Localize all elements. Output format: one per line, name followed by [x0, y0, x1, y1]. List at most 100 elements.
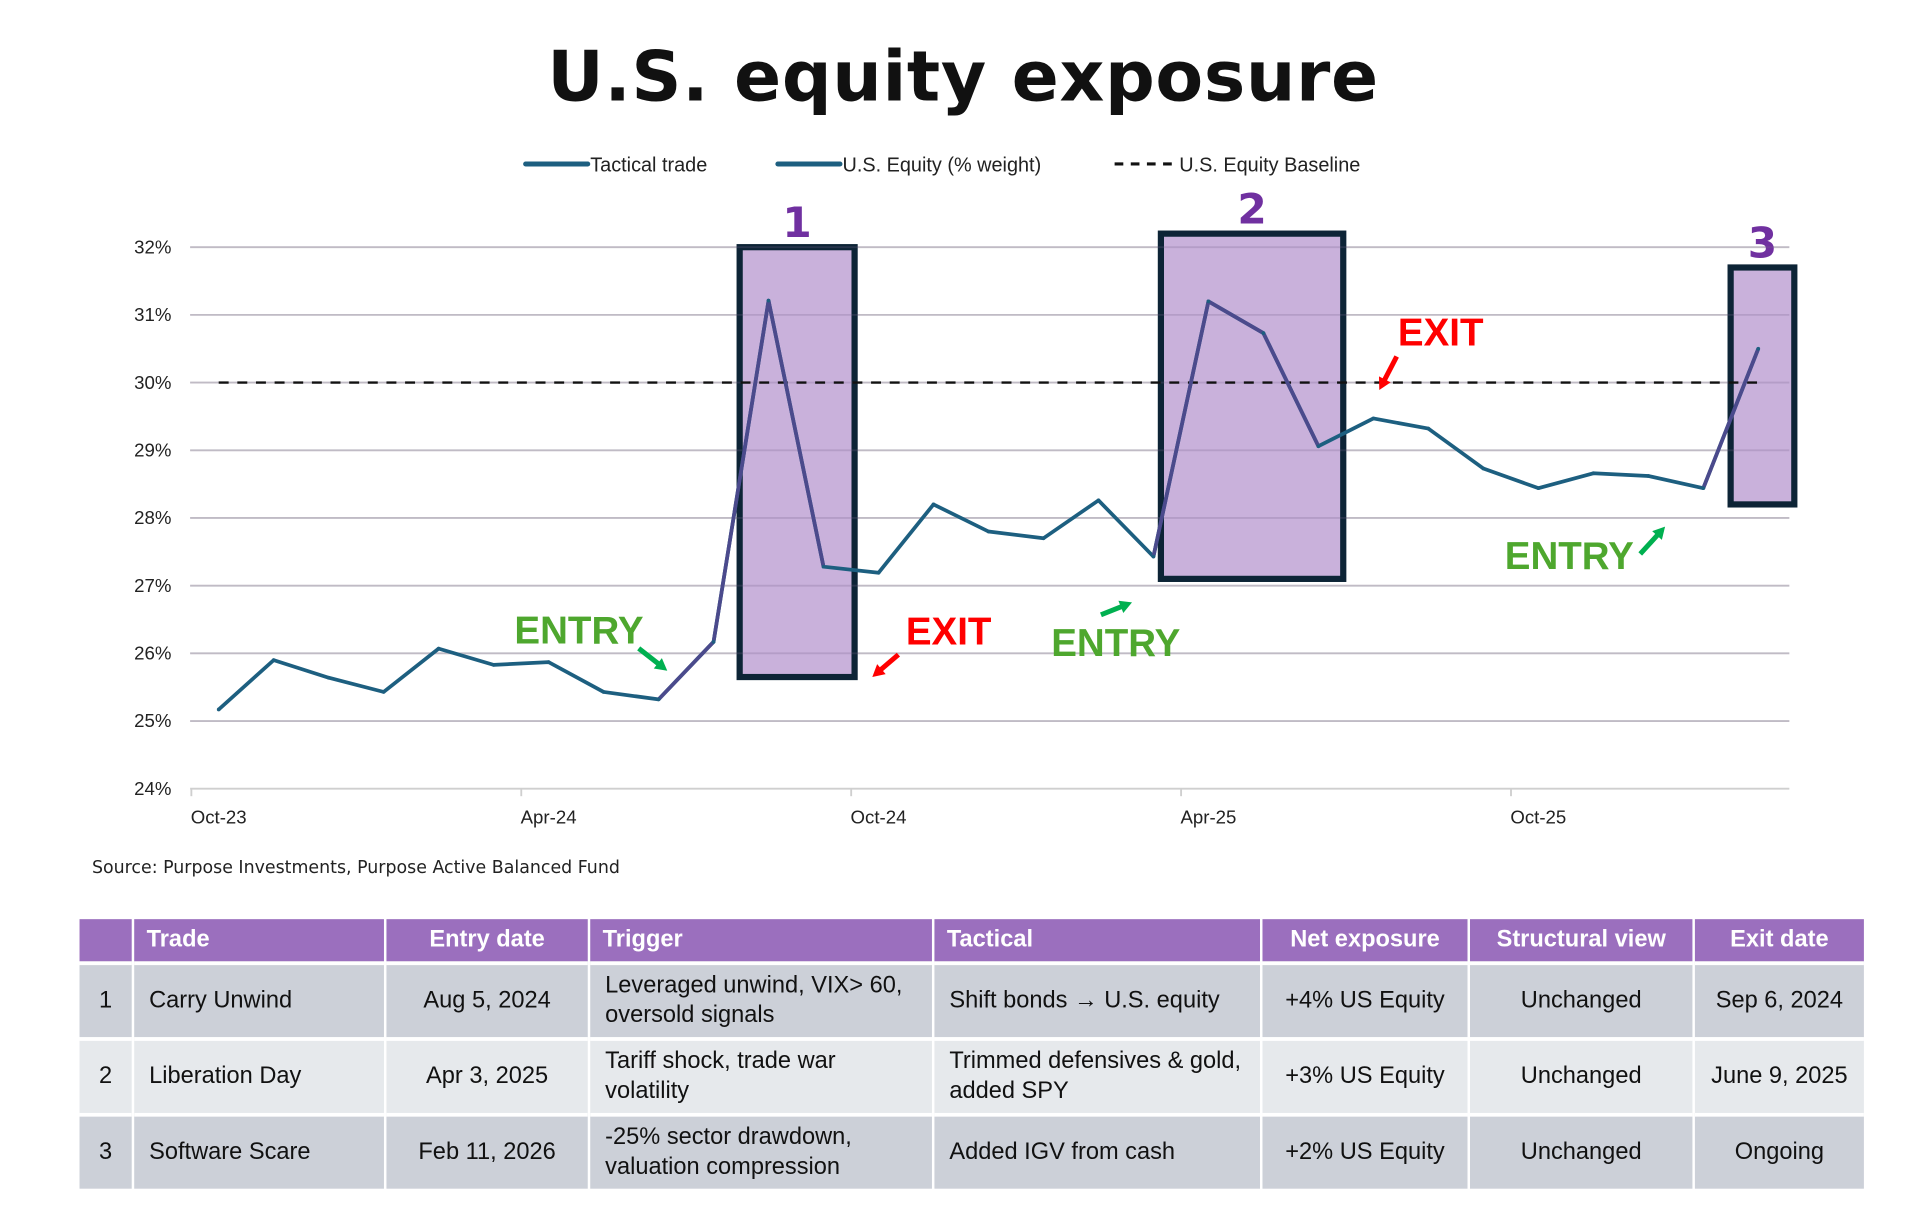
equity-point [876, 570, 881, 575]
y-tick-label: 27% [134, 575, 171, 596]
cell-entry-date: Feb 11, 2026 [386, 1112, 588, 1189]
equity-point [931, 502, 936, 507]
x-tick-label: Apr-25 [1180, 807, 1236, 828]
header-index [79, 919, 132, 962]
entry-label: ENTRY [1051, 622, 1180, 665]
table-header-row: Trade Entry date Trigger Tactical Net ex… [79, 919, 1864, 962]
y-tick-label: 24% [134, 778, 171, 799]
cell-trade: Liberation Day [134, 1037, 384, 1113]
equity-point [1206, 299, 1211, 304]
y-tick-label: 29% [134, 439, 171, 460]
header-entry-date: Entry date [386, 919, 588, 962]
equity-point [326, 675, 331, 680]
tactical-trade-line [657, 298, 826, 701]
equity-point [1481, 466, 1486, 471]
equity-point [1096, 498, 1101, 503]
entry-arrow-head [1652, 526, 1666, 540]
exit-label: EXIT [906, 611, 992, 654]
x-tick-label: Oct-25 [1510, 807, 1566, 828]
chart-title: U.S. equity exposure [547, 37, 1379, 118]
header-trigger: Trigger [590, 919, 932, 962]
highlight-box [1727, 264, 1798, 508]
header-structural-view: Structural view [1469, 919, 1693, 962]
equity-point [1426, 426, 1431, 431]
legend-label: U.S. Equity (% weight) [842, 154, 1041, 176]
tactical-trade-line [1701, 348, 1761, 489]
header-trade: Trade [134, 919, 384, 962]
entry-arrow [637, 646, 663, 669]
equity-point [381, 690, 386, 694]
y-tick-label: 25% [134, 710, 171, 731]
cell-entry-date: Aug 5, 2024 [386, 961, 588, 1038]
equity-point [656, 697, 661, 702]
entry-arrow-head [1118, 600, 1133, 613]
source-note: Source: Purpose Investments, Purpose Act… [91, 858, 620, 879]
exit-arrow-head [872, 664, 886, 677]
y-tick-label: 30% [134, 372, 171, 393]
y-tick-label: 32% [134, 236, 171, 257]
x-tick-label: Oct-24 [851, 807, 907, 828]
entry-arrow-head [653, 658, 668, 671]
y-tick-label: 31% [134, 304, 171, 325]
equity-point [1151, 554, 1156, 559]
cell-structural-view: Unchanged [1469, 1112, 1693, 1189]
equity-point [436, 646, 441, 651]
equity-point [546, 660, 551, 665]
equity-point [216, 707, 221, 712]
equity-point [1591, 471, 1596, 476]
cell-net-exposure: +3% US Equity [1262, 1037, 1468, 1113]
cell-index: 2 [79, 1037, 132, 1113]
cell-exit-date: Ongoing [1694, 1112, 1864, 1189]
cell-tactical: Added IGV from cash [934, 1112, 1260, 1189]
equity-point [1041, 536, 1046, 541]
cell-tactical: Trimmed defensives & gold, added SPY [934, 1037, 1260, 1113]
cell-entry-date: Apr 3, 2025 [386, 1037, 588, 1113]
equity-point [601, 690, 606, 694]
cell-tactical: Shift bonds → U.S. equity [934, 961, 1260, 1038]
cell-trigger: Tariff shock, trade war volatility [590, 1037, 932, 1113]
equity-point [766, 298, 771, 303]
header-net-exposure: Net exposure [1262, 919, 1468, 962]
highlight-box-label: 1 [782, 198, 811, 247]
trades-table: Trade Entry date Trigger Tactical Net ex… [77, 919, 1866, 1189]
cell-exit-date: June 9, 2025 [1694, 1037, 1864, 1113]
equity-point [1316, 444, 1321, 449]
exit-label: EXIT [1398, 311, 1484, 354]
table-row: 3 Software Scare Feb 11, 2026 -25% sector d… [79, 1112, 1864, 1189]
entry-arrow [1638, 530, 1662, 556]
legend-label: Tactical trade [590, 154, 707, 176]
cell-net-exposure: +2% US Equity [1262, 1112, 1468, 1189]
table-row: 2 Liberation Day Apr 3, 2025 Tariff shock, … [79, 1037, 1864, 1113]
exit-arrow-head [1378, 376, 1391, 391]
equity-point [1756, 346, 1761, 351]
equity-point [821, 564, 826, 569]
tactical-trade-line [1151, 299, 1321, 557]
x-tick-label: Oct-23 [191, 807, 247, 828]
cell-index: 1 [79, 961, 132, 1038]
equity-point [1701, 486, 1706, 491]
y-tick-label: 26% [134, 643, 171, 664]
entry-label: ENTRY [1505, 535, 1634, 578]
highlight-box [736, 244, 858, 681]
table-row: 1 Carry Unwind Aug 5, 2024 Leveraged unwind… [79, 961, 1864, 1038]
header-exit-date: Exit date [1694, 919, 1864, 962]
entry-label: ENTRY [514, 609, 643, 652]
highlight-box [1157, 230, 1347, 582]
exit-arrow [1380, 355, 1399, 385]
cell-trade: Software Scare [134, 1112, 384, 1189]
cell-net-exposure: +4% US Equity [1262, 961, 1468, 1038]
highlight-box-label: 2 [1237, 185, 1266, 234]
cell-structural-view: Unchanged [1469, 1037, 1693, 1113]
cell-trade: Carry Unwind [134, 961, 384, 1038]
equity-point [1261, 331, 1266, 336]
cell-exit-date: Sep 6, 2024 [1694, 961, 1864, 1038]
header-tactical: Tactical [934, 919, 1260, 962]
cell-trigger: Leveraged unwind, VIX> 60, oversold sign… [590, 961, 932, 1038]
equity-point [1536, 486, 1541, 491]
y-tick-label: 28% [134, 507, 171, 528]
x-tick-label: Apr-24 [521, 807, 577, 828]
equity-point [1646, 474, 1651, 478]
equity-point [271, 658, 276, 662]
equity-point [491, 662, 496, 667]
